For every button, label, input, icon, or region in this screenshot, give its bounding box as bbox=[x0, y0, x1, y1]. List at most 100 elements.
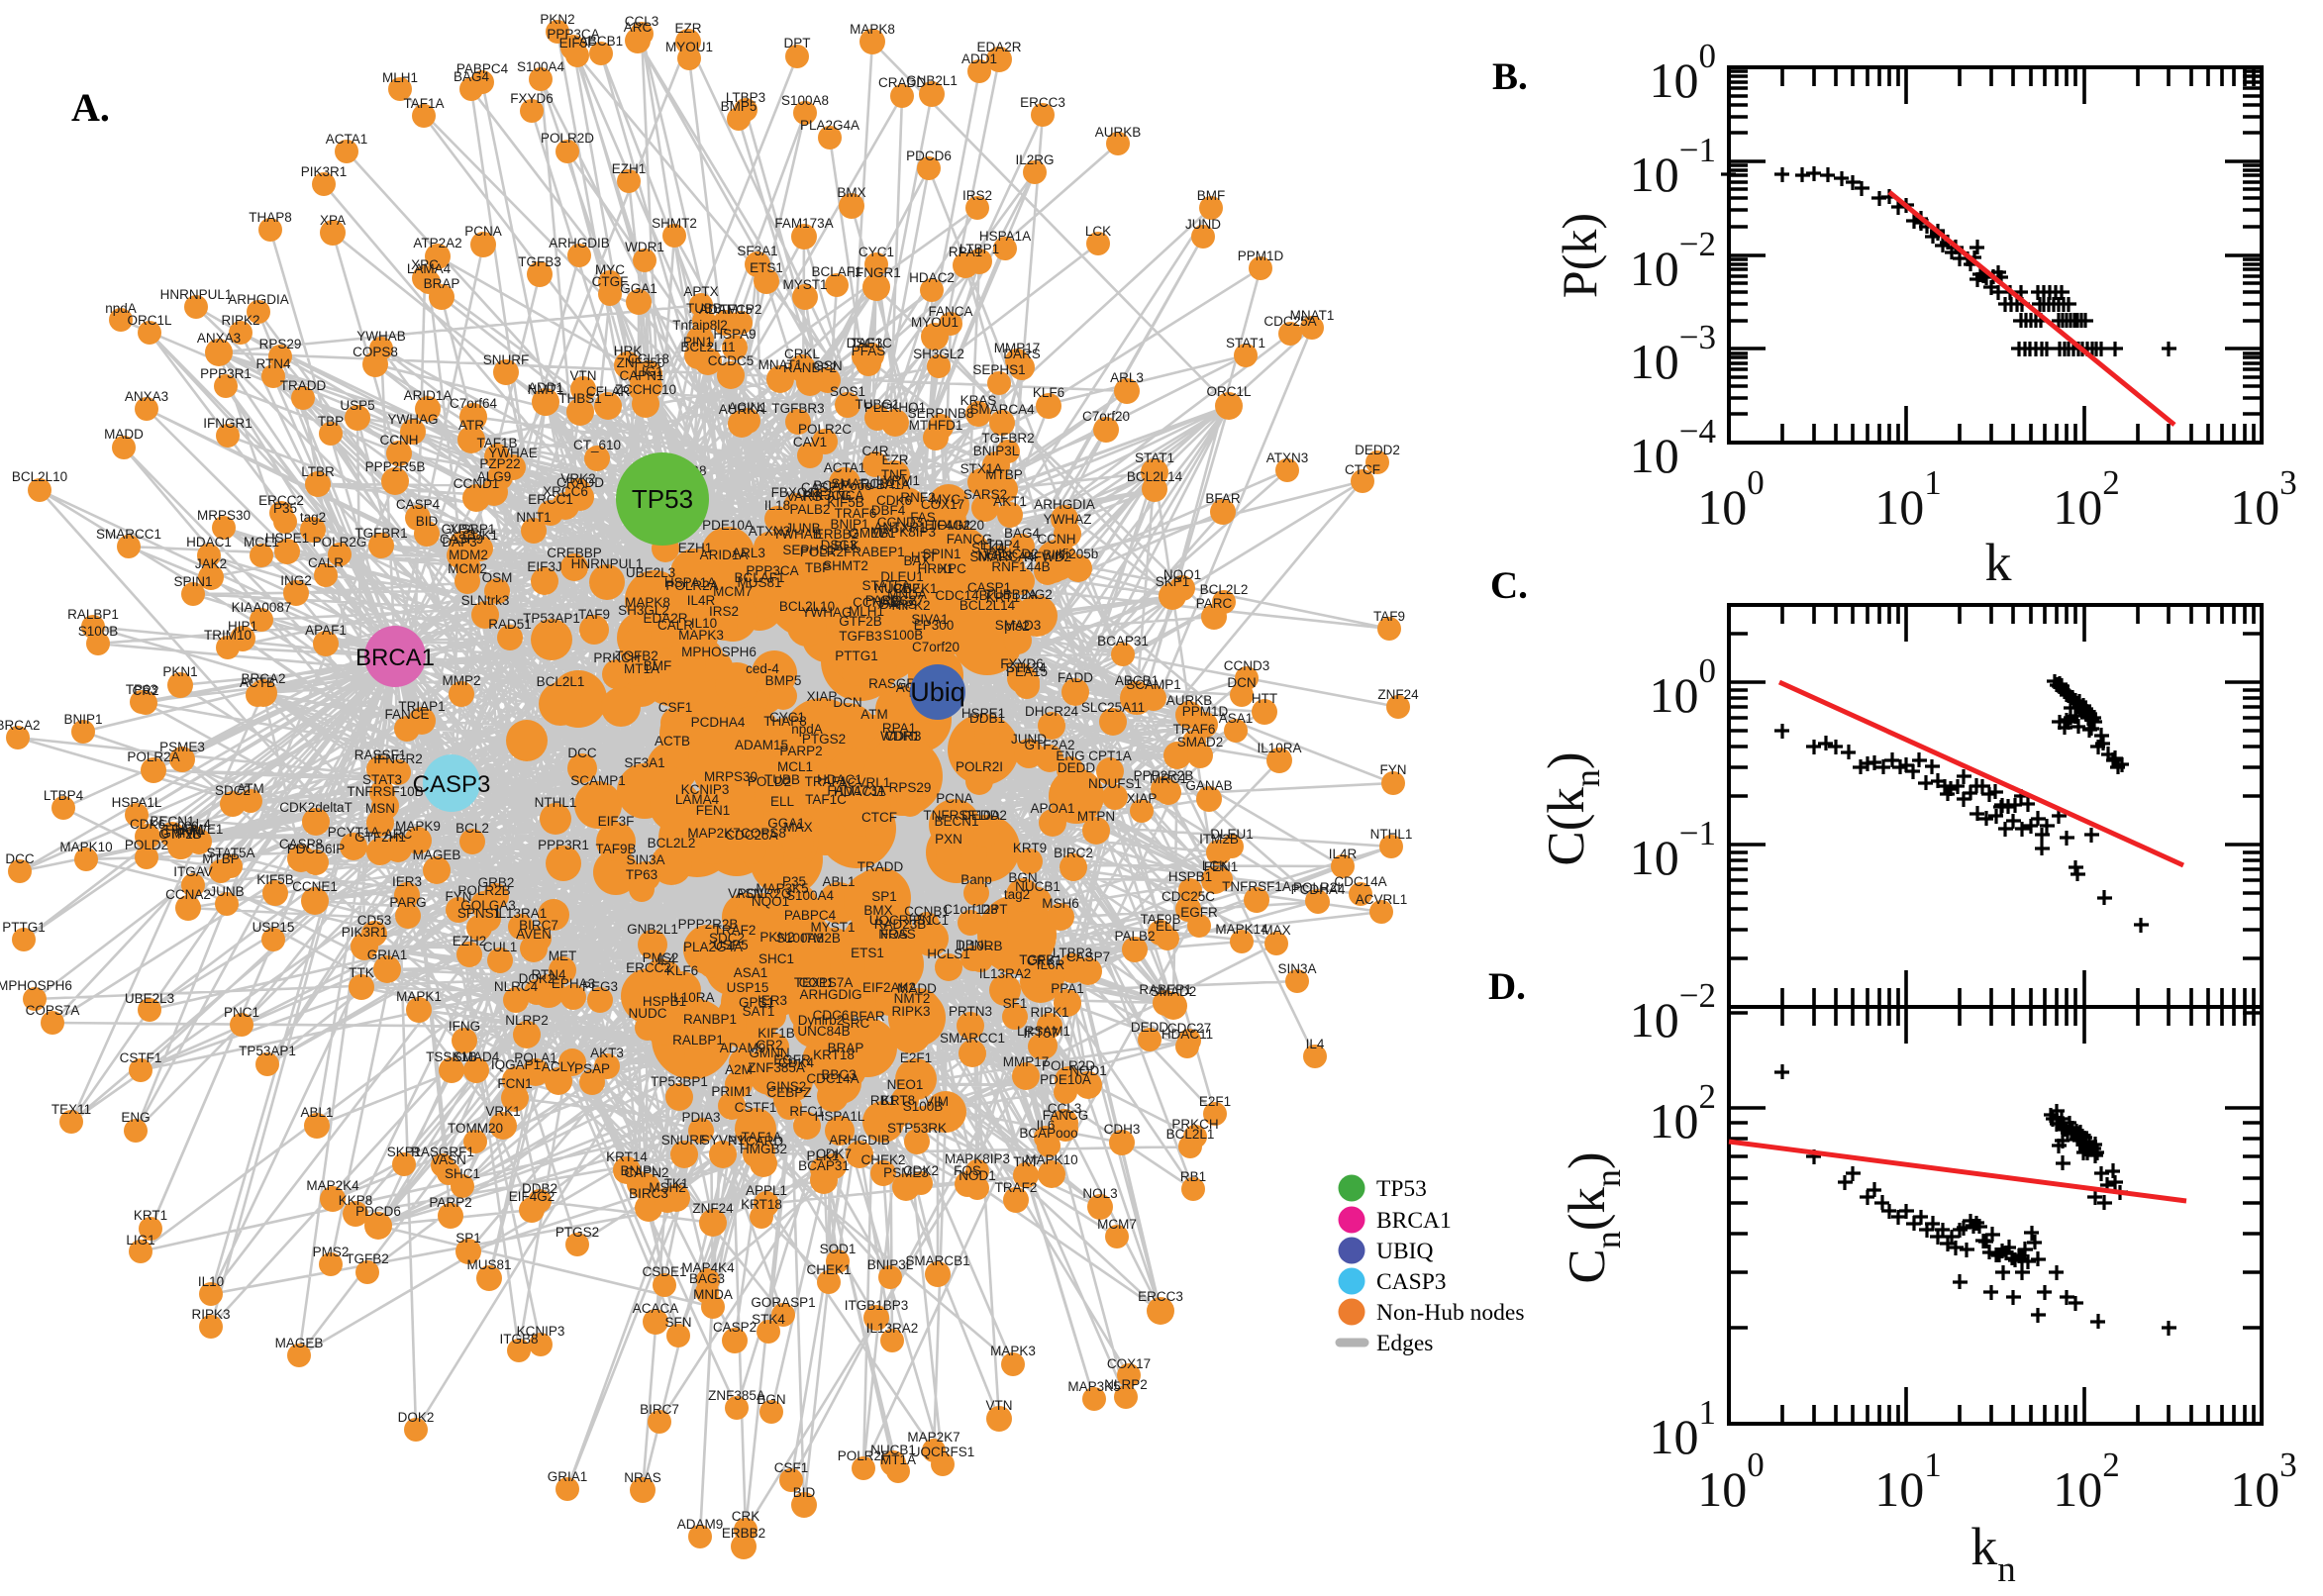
svg-text:RIPK3: RIPK3 bbox=[891, 1004, 930, 1019]
svg-text:TAF1C: TAF1C bbox=[851, 336, 892, 350]
svg-text:TBP: TBP bbox=[805, 560, 831, 575]
svg-text:NOL3: NOL3 bbox=[977, 549, 1012, 563]
svg-text:PLA2G4A: PLA2G4A bbox=[800, 118, 859, 133]
svg-text:IL10RB: IL10RB bbox=[958, 939, 1002, 953]
svg-text:BNIP3L: BNIP3L bbox=[867, 1257, 914, 1272]
svg-text:NQO1: NQO1 bbox=[752, 894, 789, 909]
svg-text:IRS2: IRS2 bbox=[962, 188, 992, 203]
svg-text:DCC: DCC bbox=[5, 851, 34, 866]
svg-text:RFWD2: RFWD2 bbox=[1024, 549, 1071, 564]
svg-text:GUSBP1: GUSBP1 bbox=[442, 522, 496, 537]
svg-text:YWHAB: YWHAB bbox=[772, 527, 822, 542]
svg-text:SMAD4: SMAD4 bbox=[454, 1049, 500, 1064]
svg-text:SMARCB1: SMARCB1 bbox=[905, 1253, 969, 1268]
svg-text:GOLGA3: GOLGA3 bbox=[460, 898, 516, 913]
svg-text:GANAB: GANAB bbox=[1185, 778, 1232, 793]
svg-text:MADD: MADD bbox=[897, 981, 937, 996]
svg-text:TGFB2: TGFB2 bbox=[615, 648, 658, 663]
svg-text:SCAMP1: SCAMP1 bbox=[570, 773, 626, 788]
svg-text:BIRC2: BIRC2 bbox=[1054, 846, 1093, 860]
svg-text:SMARCB1: SMARCB1 bbox=[831, 476, 895, 491]
svg-text:ING2: ING2 bbox=[1021, 587, 1053, 602]
svg-text:RABEP1: RABEP1 bbox=[852, 545, 904, 559]
svg-text:LTBP3: LTBP3 bbox=[726, 90, 765, 105]
svg-text:PTGS2: PTGS2 bbox=[556, 1225, 599, 1240]
svg-text:MTBP: MTBP bbox=[985, 467, 1023, 482]
svg-text:MTBP: MTBP bbox=[202, 851, 240, 866]
svg-text:BNIPL: BNIPL bbox=[620, 1163, 659, 1178]
svg-text:UBE2L3: UBE2L3 bbox=[626, 565, 675, 580]
svg-text:ITM2B: ITM2B bbox=[1199, 832, 1239, 847]
svg-text:SMAD3: SMAD3 bbox=[995, 618, 1042, 633]
svg-text:RANBP2: RANBP2 bbox=[783, 360, 837, 375]
svg-text:ZNF350: ZNF350 bbox=[617, 355, 665, 370]
svg-text:GTF2A2: GTF2A2 bbox=[1024, 738, 1074, 752]
svg-text:MAPK3: MAPK3 bbox=[678, 628, 724, 643]
svg-text:CDC14B: CDC14B bbox=[935, 588, 987, 603]
svg-text:NLRP2: NLRP2 bbox=[505, 1013, 549, 1028]
svg-text:SH3GL2: SH3GL2 bbox=[913, 347, 964, 361]
svg-text:PPP3R1: PPP3R1 bbox=[200, 366, 252, 381]
svg-text:XRCC6: XRCC6 bbox=[543, 484, 588, 499]
svg-text:ACIN1: ACIN1 bbox=[728, 400, 767, 415]
svg-text:PCNA: PCNA bbox=[936, 791, 973, 806]
svg-text:MYOU1: MYOU1 bbox=[665, 40, 713, 54]
svg-text:EZH1: EZH1 bbox=[678, 541, 713, 555]
svg-text:C1orf123: C1orf123 bbox=[943, 902, 998, 917]
svg-text:DCN: DCN bbox=[1227, 675, 1256, 690]
svg-text:ZNF24: ZNF24 bbox=[692, 1201, 734, 1216]
svg-text:HSPA1L: HSPA1L bbox=[112, 795, 162, 810]
svg-text:MPHOSPH6: MPHOSPH6 bbox=[681, 645, 757, 659]
svg-text:KIF5B: KIF5B bbox=[256, 872, 294, 887]
svg-text:MNAT1: MNAT1 bbox=[1290, 308, 1335, 323]
svg-text:HDAC11: HDAC11 bbox=[1162, 1027, 1213, 1042]
svg-text:IFT57: IFT57 bbox=[1023, 1026, 1058, 1041]
svg-text:HSPE1: HSPE1 bbox=[961, 706, 1005, 721]
svg-text:PDE10A: PDE10A bbox=[1040, 1072, 1091, 1087]
svg-text:THAP8: THAP8 bbox=[763, 714, 807, 729]
svg-text:PTGS2: PTGS2 bbox=[802, 732, 846, 747]
svg-text:BCL2L10: BCL2L10 bbox=[12, 469, 67, 484]
svg-text:SMAD2: SMAD2 bbox=[1177, 735, 1224, 749]
svg-text:STAT3: STAT3 bbox=[362, 772, 402, 787]
svg-text:BAG4: BAG4 bbox=[1004, 526, 1041, 541]
svg-text:ZNF385A: ZNF385A bbox=[708, 1388, 765, 1403]
svg-text:GNB2L1: GNB2L1 bbox=[627, 922, 678, 937]
svg-text:SNURF: SNURF bbox=[483, 352, 530, 367]
svg-text:HDAC1: HDAC1 bbox=[817, 772, 862, 787]
svg-text:ced-4: ced-4 bbox=[746, 661, 779, 676]
svg-text:NOD1: NOD1 bbox=[1069, 1063, 1107, 1078]
svg-text:ASA1: ASA1 bbox=[1219, 711, 1254, 726]
svg-text:MYC: MYC bbox=[595, 262, 625, 277]
svg-text:CCL18: CCL18 bbox=[628, 351, 669, 366]
svg-text:EP300: EP300 bbox=[914, 618, 955, 633]
svg-text:AURKB: AURKB bbox=[1166, 693, 1213, 708]
svg-text:GINS2: GINS2 bbox=[766, 1079, 807, 1094]
svg-text:PPA1: PPA1 bbox=[1051, 981, 1084, 996]
svg-text:LCK: LCK bbox=[1085, 224, 1111, 239]
svg-text:S100B: S100B bbox=[883, 628, 924, 643]
svg-text:MAPK8: MAPK8 bbox=[850, 22, 895, 37]
svg-text:CRK: CRK bbox=[1027, 953, 1056, 968]
svg-text:SMARCA4: SMARCA4 bbox=[969, 549, 1035, 564]
svg-text:TUBB: TUBB bbox=[686, 301, 722, 316]
svg-text:STAT5A: STAT5A bbox=[861, 578, 910, 593]
svg-text:LAMA4: LAMA4 bbox=[407, 261, 452, 276]
svg-text:FYN: FYN bbox=[1380, 762, 1407, 777]
svg-text:CCNH: CCNH bbox=[380, 433, 419, 448]
svg-text:PCYT1A: PCYT1A bbox=[328, 825, 380, 840]
svg-text:RPS29: RPS29 bbox=[889, 780, 932, 795]
svg-text:D.: D. bbox=[1488, 965, 1526, 1008]
svg-text:SMAD2: SMAD2 bbox=[1151, 984, 1197, 999]
svg-text:BIRC3: BIRC3 bbox=[629, 1186, 668, 1201]
svg-text:TRAF2: TRAF2 bbox=[995, 1180, 1038, 1195]
svg-text:FADD: FADD bbox=[1058, 670, 1093, 685]
svg-text:SIN3A: SIN3A bbox=[1277, 961, 1316, 976]
svg-text:PFAS: PFAS bbox=[852, 344, 886, 358]
svg-text:CASP9: CASP9 bbox=[440, 532, 483, 547]
svg-text:POLD2: POLD2 bbox=[748, 774, 791, 789]
svg-text:ADAM15: ADAM15 bbox=[735, 738, 788, 752]
svg-text:ERCC3: ERCC3 bbox=[1138, 1289, 1183, 1304]
svg-text:CAPN2: CAPN2 bbox=[624, 1165, 668, 1180]
svg-text:FANCA: FANCA bbox=[819, 488, 863, 503]
